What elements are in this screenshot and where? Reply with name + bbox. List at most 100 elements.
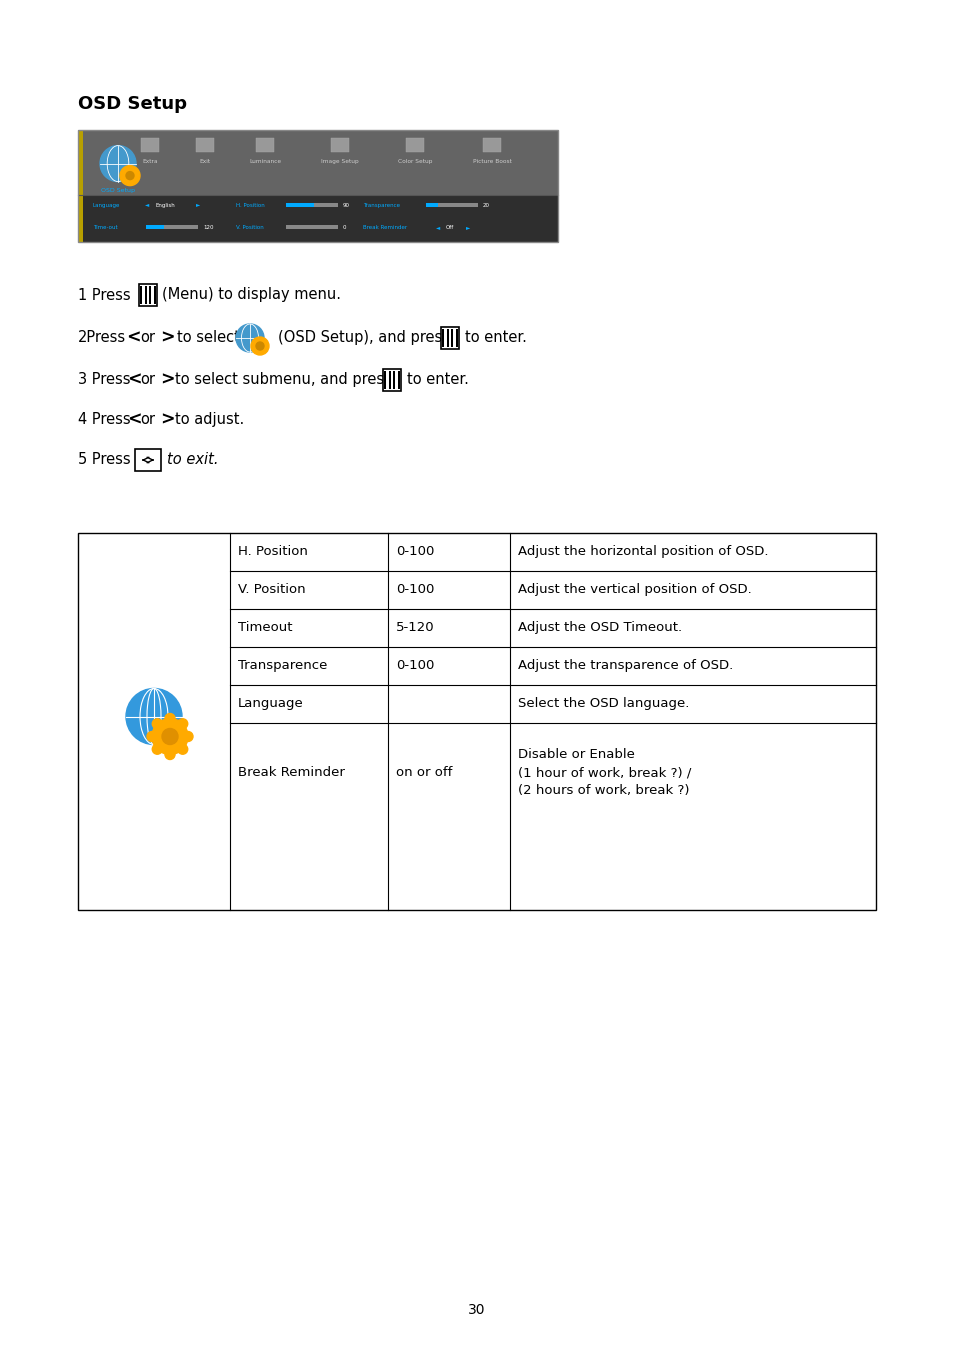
- Text: 30: 30: [468, 1303, 485, 1318]
- Text: 1 Press: 1 Press: [78, 288, 131, 302]
- Text: OSD Setup: OSD Setup: [101, 188, 135, 193]
- Text: <: <: [126, 329, 140, 347]
- Bar: [149, 286, 152, 304]
- Bar: [145, 286, 147, 304]
- Text: (1 hour of work, break ?) /: (1 hour of work, break ?) /: [517, 767, 691, 779]
- Circle shape: [147, 732, 157, 741]
- Circle shape: [126, 688, 182, 744]
- Text: 5-120: 5-120: [395, 621, 435, 634]
- Text: (Menu) to display menu.: (Menu) to display menu.: [162, 288, 340, 302]
- Text: Break Reminder: Break Reminder: [363, 225, 407, 230]
- Text: Picture Boost: Picture Boost: [472, 159, 511, 163]
- Circle shape: [183, 732, 193, 741]
- Bar: [286, 225, 337, 230]
- Text: 90: 90: [343, 202, 350, 208]
- Text: V. Position: V. Position: [237, 583, 305, 597]
- Text: Image Setup: Image Setup: [321, 159, 358, 163]
- Text: Color Setup: Color Setup: [397, 159, 432, 163]
- Circle shape: [162, 729, 178, 744]
- Text: to select: to select: [177, 331, 239, 346]
- Text: 3 Press: 3 Press: [78, 373, 131, 387]
- Text: <: <: [127, 371, 141, 389]
- Text: to select submenu, and press: to select submenu, and press: [174, 373, 392, 387]
- Text: Adjust the OSD Timeout.: Adjust the OSD Timeout.: [517, 621, 681, 634]
- Text: 20: 20: [482, 202, 490, 208]
- Text: Time-out: Time-out: [92, 225, 117, 230]
- Text: 4 Press: 4 Press: [78, 413, 131, 428]
- Bar: [456, 329, 457, 347]
- Bar: [146, 225, 164, 230]
- Text: >: >: [160, 329, 174, 347]
- Text: H. Position: H. Position: [235, 202, 265, 208]
- Text: ◄: ◄: [145, 202, 149, 208]
- Text: to enter.: to enter.: [407, 373, 468, 387]
- Text: Break Reminder: Break Reminder: [237, 767, 345, 779]
- Text: >: >: [160, 410, 174, 429]
- Text: Disable or Enable: Disable or Enable: [517, 748, 634, 761]
- Text: Adjust the vertical position of OSD.: Adjust the vertical position of OSD.: [517, 583, 751, 597]
- Text: >: >: [160, 371, 174, 389]
- Bar: [153, 286, 156, 304]
- Bar: [141, 139, 159, 153]
- Bar: [482, 139, 500, 153]
- Text: or: or: [140, 373, 154, 387]
- Text: 0: 0: [343, 225, 346, 230]
- Text: Extra: Extra: [142, 159, 157, 163]
- Text: <: <: [127, 410, 141, 429]
- Text: to exit.: to exit.: [167, 452, 218, 467]
- Text: 120: 120: [203, 225, 213, 230]
- Text: ►: ►: [465, 225, 470, 230]
- Text: ◄: ◄: [436, 225, 439, 230]
- Text: H. Position: H. Position: [237, 545, 308, 559]
- Bar: [331, 139, 349, 153]
- Text: Luminance: Luminance: [249, 159, 281, 163]
- Circle shape: [152, 718, 162, 729]
- Bar: [451, 329, 453, 347]
- Circle shape: [165, 714, 174, 724]
- Text: Exit: Exit: [199, 159, 211, 163]
- Text: OSD Setup: OSD Setup: [78, 95, 187, 113]
- Circle shape: [177, 744, 188, 755]
- Bar: [78, 130, 83, 242]
- Bar: [78, 533, 875, 910]
- Text: (2 hours of work, break ?): (2 hours of work, break ?): [517, 784, 689, 798]
- Text: Adjust the horizontal position of OSD.: Adjust the horizontal position of OSD.: [517, 545, 768, 559]
- Bar: [441, 329, 444, 347]
- Bar: [255, 139, 274, 153]
- Text: Transparence: Transparence: [363, 202, 399, 208]
- Bar: [382, 369, 400, 391]
- Bar: [406, 139, 423, 153]
- Text: to adjust.: to adjust.: [174, 413, 244, 428]
- Bar: [440, 327, 458, 350]
- Circle shape: [255, 342, 264, 350]
- Bar: [195, 139, 213, 153]
- Text: V. Position: V. Position: [235, 225, 263, 230]
- Text: 5 Press: 5 Press: [78, 452, 131, 467]
- Bar: [140, 286, 142, 304]
- Bar: [78, 130, 558, 242]
- Text: Adjust the transparence of OSD.: Adjust the transparence of OSD.: [517, 660, 733, 672]
- Text: 0-100: 0-100: [395, 583, 434, 597]
- Text: to enter.: to enter.: [464, 331, 526, 346]
- Bar: [286, 202, 337, 207]
- Text: or: or: [140, 413, 154, 428]
- Bar: [78, 130, 558, 194]
- Circle shape: [177, 718, 188, 729]
- Text: 0-100: 0-100: [395, 660, 434, 672]
- Bar: [397, 371, 399, 389]
- Text: Language: Language: [237, 698, 303, 710]
- Text: Off: Off: [446, 225, 454, 230]
- Circle shape: [165, 749, 174, 760]
- Text: English: English: [156, 202, 175, 208]
- Text: 2Press: 2Press: [78, 331, 126, 346]
- Text: or: or: [140, 331, 154, 346]
- Bar: [78, 194, 558, 242]
- Text: (OSD Setup), and press: (OSD Setup), and press: [277, 331, 450, 346]
- Bar: [446, 329, 448, 347]
- Bar: [135, 450, 161, 471]
- Bar: [286, 202, 314, 207]
- Bar: [426, 202, 437, 207]
- Bar: [388, 371, 391, 389]
- Bar: [384, 371, 386, 389]
- Bar: [426, 202, 477, 207]
